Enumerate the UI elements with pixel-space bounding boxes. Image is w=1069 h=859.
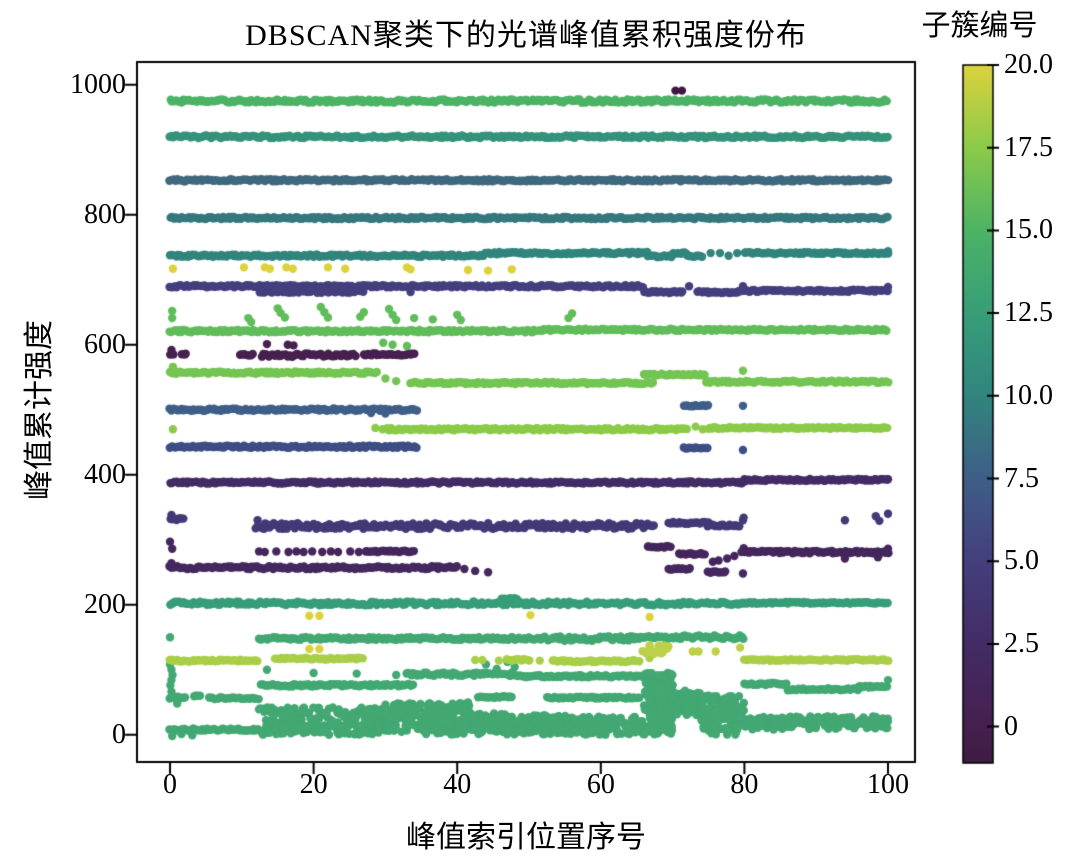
chart-title: DBSCAN聚类下的光谱峰值累积强度份布 xyxy=(245,19,807,52)
x-tick-label: 0 xyxy=(163,769,178,800)
colorbar-tick-label: 20.0 xyxy=(1004,49,1053,80)
colorbar-tick-label: 17.5 xyxy=(1004,131,1053,163)
colorbar-tick-label: 0 xyxy=(1004,710,1018,742)
colorbar-tick-label: 2.5 xyxy=(1004,627,1039,659)
x-tick-label: 60 xyxy=(586,769,615,800)
x-tick-label: 80 xyxy=(730,769,759,800)
colorbar-tick-label: 15.0 xyxy=(1004,214,1053,246)
y-tick-label: 600 xyxy=(84,328,126,360)
y-tick-label: 800 xyxy=(84,198,126,230)
colorbar-tick-label: 10.0 xyxy=(1004,379,1053,411)
x-tick-label: 20 xyxy=(299,769,328,800)
y-tick-label: 0 xyxy=(112,718,126,750)
y-tick-label: 200 xyxy=(84,588,126,620)
colorbar-tick-label: 12.5 xyxy=(1004,297,1053,329)
colorbar-tick-label: 7.5 xyxy=(1004,462,1039,494)
x-tick-label: 40 xyxy=(443,769,472,800)
colorbar-tick-label: 5.0 xyxy=(1004,545,1039,577)
y-tick-label: 1000 xyxy=(70,68,126,100)
x-tick-label: 100 xyxy=(867,769,909,800)
y-tick-label: 400 xyxy=(84,458,126,490)
x-axis-label: 峰值索引位置序号 xyxy=(406,821,646,854)
colorbar-title: 子簇编号 xyxy=(921,10,1038,42)
